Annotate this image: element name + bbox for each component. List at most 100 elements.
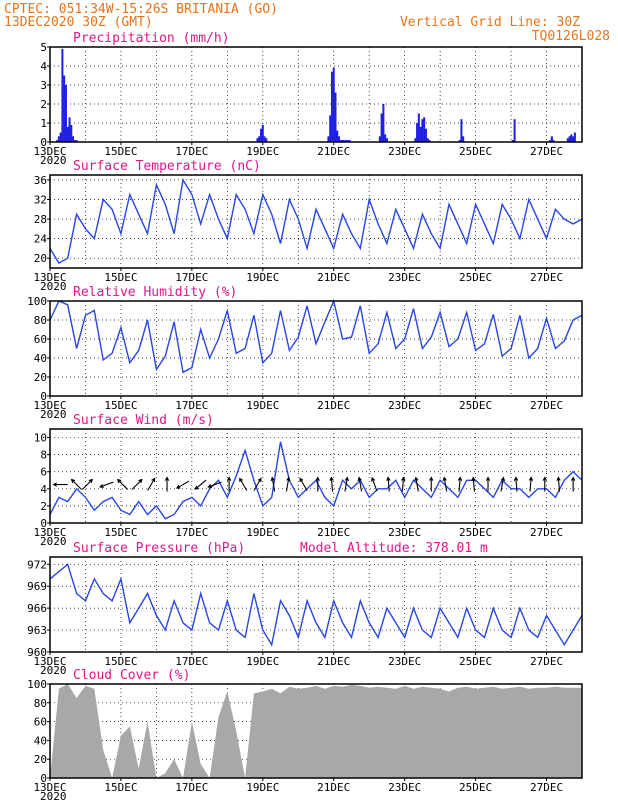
precip-bar [424, 128, 427, 142]
cloud-ytick-label: 60 [34, 716, 47, 729]
precip-bar [263, 136, 266, 142]
temp-ytick-label: 36 [34, 174, 47, 187]
wind-panel: Surface Wind (m/s) 0 2 4 6 8 10 13DEC 15DEC 17DEC… [33, 413, 583, 548]
wind-arrow-head [207, 483, 212, 489]
wind-arrow [315, 476, 320, 492]
precip-year-label: 2020 [40, 154, 67, 167]
wind-arrow [70, 478, 82, 490]
rh-xtick-label: 27DEC [530, 399, 563, 412]
wind-arrow-head [52, 482, 57, 487]
precip-bar [261, 124, 264, 142]
wind-ytick-label: 4 [40, 483, 47, 496]
wind-arrow-shaft [472, 477, 475, 492]
wind-arrow-head [299, 477, 304, 482]
temp-xtick-label: 19DEC [246, 271, 279, 284]
wind-ytick-label: 10 [34, 432, 47, 445]
precip-bar [416, 123, 419, 142]
rh-ytick-label: 60 [34, 333, 47, 346]
wind-arrow-shaft [557, 477, 561, 492]
header-grid-note: Vertical Grid Line: 30Z [400, 15, 580, 30]
wind-arrow [429, 476, 434, 492]
precip-bar [346, 140, 349, 142]
precip-bar [572, 136, 575, 142]
wind-arrow-head [401, 476, 406, 481]
rh-panel: Relative Humidity (%) 0 20 40 60 80 100 13DEC 15… [27, 285, 583, 421]
wind-xtick-label: 15DEC [104, 526, 137, 539]
precip-bar [511, 140, 514, 142]
wind-arrow [52, 482, 68, 487]
cloud-xtick-label: 13DEC [33, 781, 66, 794]
temp-panel: Surface Temperature (nC) 20 24 28 32 36 13DEC 1… [33, 159, 583, 293]
wind-arrow [542, 476, 547, 492]
wind-title: Surface Wind (m/s) [73, 413, 214, 428]
wind-arrow [116, 478, 129, 490]
wind-arrow [270, 476, 276, 492]
wind-xtick-label: 21DEC [317, 526, 350, 539]
precip-bar [380, 113, 383, 142]
wind-arrow-head [164, 476, 170, 481]
wind-arrow-head [175, 484, 181, 489]
cloud-xtick-label: 17DEC [175, 781, 208, 794]
rh-series-line [49, 298, 583, 374]
rh-xtick-label: 17DEC [175, 399, 208, 412]
cloud-ytick-label: 20 [34, 753, 47, 766]
rh-xtick-label: 15DEC [104, 399, 137, 412]
wind-arrow-head [88, 478, 94, 484]
wind-arrow [344, 476, 350, 492]
temp-xtick-label: 15DEC [104, 271, 137, 284]
precip-ytick-label: 0 [40, 136, 47, 149]
wind-arrow-shaft [330, 477, 334, 492]
wind-xtick-label: 19DEC [246, 526, 279, 539]
temp-title: Surface Temperature (nC) [73, 159, 261, 174]
cloud-xtick-label: 25DEC [459, 781, 492, 794]
wind-arrow [442, 476, 448, 492]
cloud-xtick-label: 27DEC [530, 781, 563, 794]
pres-xtick-label: 15DEC [104, 655, 137, 668]
wind-arrow-shaft [285, 477, 290, 492]
cloud-year-label: 2020 [40, 790, 67, 800]
wind-arrow-head [99, 483, 104, 489]
wind-arrow-head [471, 476, 476, 481]
wind-ytick-label: 8 [40, 449, 47, 462]
wind-arrow [285, 476, 291, 492]
precip-xtick-label: 27DEC [530, 145, 563, 158]
rh-ytick-label: 0 [40, 390, 47, 403]
precip-bar [566, 138, 569, 142]
wind-arrow-head [329, 476, 334, 481]
pres-xtick-label: 19DEC [246, 655, 279, 668]
precip-bar [552, 140, 555, 142]
temp-year-label: 2020 [40, 280, 67, 293]
wind-year-label: 2020 [40, 535, 67, 548]
wind-frame [49, 428, 583, 524]
wind-arrow-shaft [443, 477, 448, 492]
precip-bar [66, 126, 69, 142]
wind-arrow [194, 479, 207, 490]
temp-ytick-label: 32 [34, 193, 47, 206]
precip-bar [573, 132, 576, 142]
precip-bar [327, 136, 330, 142]
cloud-ytick-label: 80 [34, 697, 47, 710]
wind-arrow-shaft [458, 477, 461, 492]
temp-xtick-label: 13DEC [33, 271, 66, 284]
wind-arrow [556, 476, 561, 492]
wind-arrow-shaft [71, 479, 82, 490]
rh-year-label: 2020 [40, 408, 67, 421]
wind-arrow-shaft [515, 477, 518, 492]
wind-arrow-shaft [131, 479, 143, 490]
wind-arrow-head [556, 476, 561, 481]
precip-bar [414, 138, 417, 142]
wind-arrow-shaft [387, 477, 390, 492]
precip-xtick-label: 25DEC [459, 145, 492, 158]
wind-arrow [239, 477, 248, 491]
precip-xtick-label: 15DEC [104, 145, 137, 158]
wind-arrow-head [386, 476, 391, 481]
wind-arrow [175, 480, 190, 489]
wind-arrow [207, 481, 222, 489]
cloud-frame [49, 683, 583, 779]
wind-arrow [570, 476, 576, 492]
wind-arrow [485, 476, 491, 492]
precip-bar [72, 136, 75, 142]
precip-bar [68, 117, 71, 142]
cloud-xtick-label: 19DEC [246, 781, 279, 794]
